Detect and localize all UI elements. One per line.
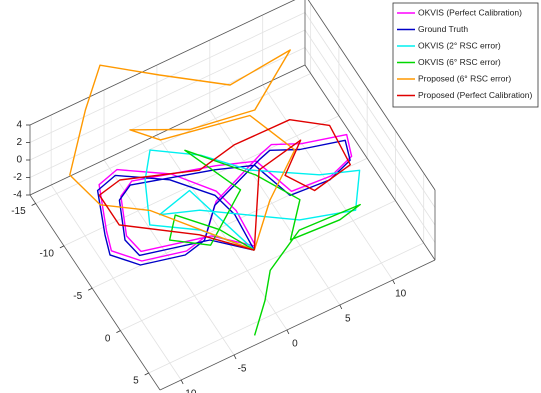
grid-line [29,0,296,126]
axis-edge [304,64,436,261]
grid-line [304,12,436,208]
x-tick-label: 5 [345,314,351,325]
tick-mark [116,330,121,334]
legend-label: OKVIS (6° RSC error) [418,57,501,67]
grid-line [50,184,182,381]
tick-mark [392,279,396,285]
z-tick-label: -4 [13,190,22,201]
tick-mark [286,329,290,335]
grid-line [304,29,436,226]
grid-line [29,12,306,143]
y-tick-label: -5 [73,291,82,302]
z-tick-label: 4 [16,120,22,131]
tick-mark [31,203,36,206]
tick-mark [339,304,343,310]
grid-line [63,115,340,247]
grid-line [35,73,311,204]
grid-line [209,109,341,306]
y-tick-label: -10 [39,249,54,260]
x-tick-label: 10 [395,289,407,300]
tick-mark [144,372,149,376]
grid-line [103,159,235,356]
grid-line [29,47,306,178]
tick-mark [59,245,65,249]
trajectory [69,49,296,251]
y-tick-label: -15 [11,206,26,217]
x-tick-label: -5 [238,364,247,375]
grid-line [120,200,396,332]
axis-edge [159,259,436,391]
axis-edge [29,0,296,126]
y-tick-label: 0 [105,333,111,344]
legend-label: OKVIS (2° RSC error) [418,40,501,50]
grid-line [304,47,436,243]
grid-line [148,242,424,374]
z-tick-label: 2 [16,137,22,148]
trajectory [98,118,351,251]
trajectory [96,139,351,266]
x-tick-label: -10 [182,389,197,393]
legend-label: OKVIS (Perfect Calibration) [418,7,522,17]
z-tick-label: -2 [13,172,22,183]
legend-label: Proposed (Perfect Calibration) [418,90,533,100]
axis-edge [307,0,436,191]
tick-mark [180,379,184,385]
z-tick-label: 0 [16,155,22,166]
x-tick-label: 0 [292,339,298,350]
legend-label: Proposed (6° RSC error) [418,73,511,83]
axis-edge [29,194,161,391]
trajectory [98,133,353,262]
y-tick-label: 5 [133,376,139,387]
tick-mark [87,287,93,291]
grid-line [29,29,306,161]
legend-box [392,2,539,108]
trajectory [168,149,361,336]
legend: OKVIS (Perfect Calibration) Ground Truth O… [392,2,539,108]
grid-line [262,84,394,281]
legend-label: Ground Truth [418,24,468,34]
tick-mark [233,354,237,360]
